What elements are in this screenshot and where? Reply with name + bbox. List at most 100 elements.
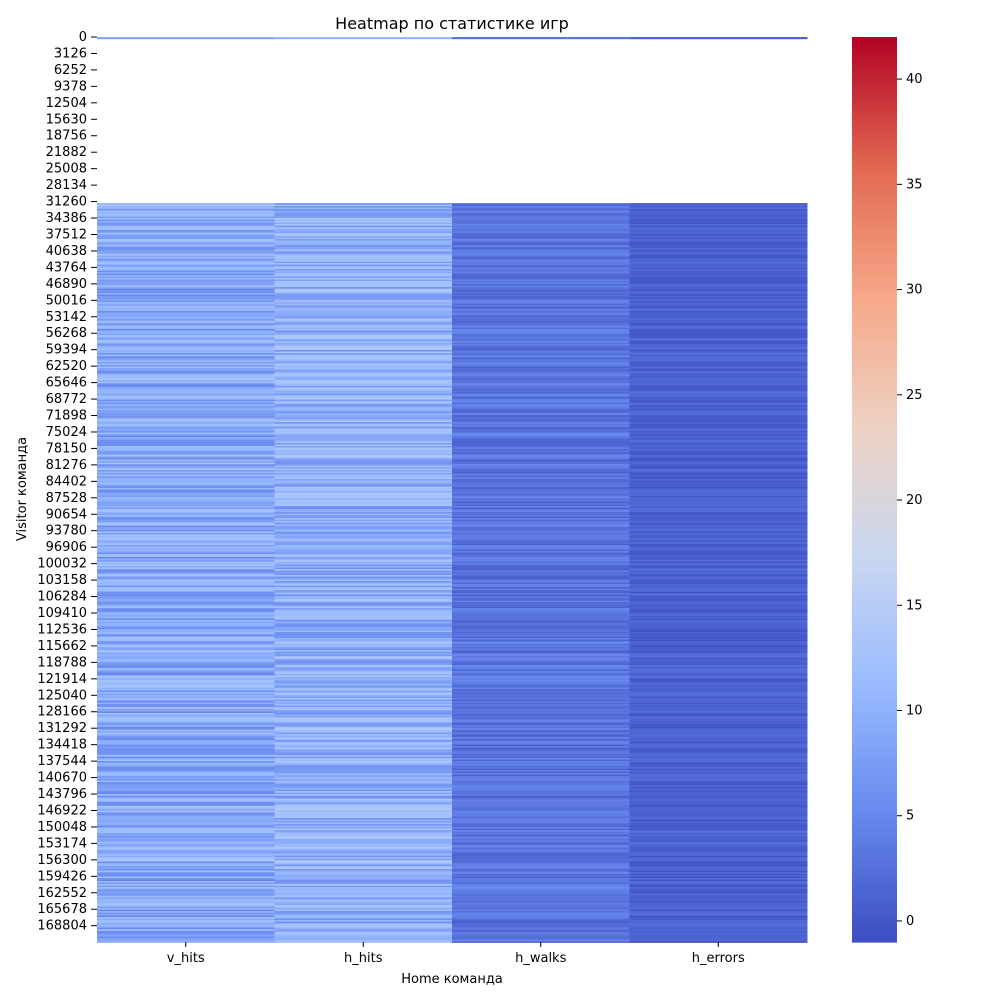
heatmap-cell: [97, 618, 275, 621]
heatmap-cell: [629, 359, 808, 361]
heatmap-cell: [629, 422, 808, 424]
heatmap-cell: [452, 317, 630, 319]
heatmap-cell: [274, 543, 453, 546]
heatmap-cell: [629, 726, 808, 729]
heatmap-cell: [629, 935, 808, 937]
heatmap-cell: [97, 492, 275, 495]
heatmap-cell: [452, 284, 630, 286]
heatmap-cell: [452, 471, 630, 474]
heatmap-cell: [629, 386, 808, 388]
colorbar-segment: [852, 406, 897, 411]
heatmap-cell: [97, 596, 275, 598]
heatmap-cell: [97, 509, 275, 511]
heatmap-cell: [452, 570, 630, 573]
heatmap-cell: [97, 689, 275, 691]
heatmap-cell: [629, 479, 808, 481]
heatmap-cell: [97, 747, 275, 750]
heatmap-cell: [97, 776, 275, 778]
heatmap-cell: [452, 396, 630, 399]
heatmap-cell: [274, 462, 453, 465]
heatmap-cell: [97, 576, 275, 579]
heatmap-cell: [629, 497, 808, 499]
heatmap-cell: [274, 725, 453, 727]
y-tick-label: 75024: [46, 425, 87, 440]
heatmap-cell: [97, 387, 275, 390]
heatmap-cell: [452, 332, 630, 334]
heatmap-cell: [274, 476, 453, 478]
heatmap-cell: [452, 773, 630, 775]
heatmap-cell: [452, 687, 630, 690]
heatmap-cell: [452, 551, 630, 553]
heatmap-cell: [274, 267, 453, 270]
heatmap-cell: [452, 939, 630, 942]
heatmap-cell: [629, 443, 808, 445]
y-tick-label: 140670: [37, 771, 87, 786]
heatmap-cell: [629, 548, 808, 550]
colorbar-segment: [852, 135, 897, 140]
heatmap-cell: [274, 497, 453, 499]
heatmap-cell: [452, 362, 630, 364]
heatmap-cell: [629, 830, 808, 832]
heatmap-cell: [274, 938, 453, 940]
heatmap-cell: [97, 770, 275, 772]
heatmap-cell: [274, 860, 453, 862]
heatmap-cell: [97, 779, 275, 781]
heatmap-cell: [274, 890, 453, 892]
heatmap-cell: [274, 495, 453, 498]
heatmap-cell: [452, 821, 630, 823]
heatmap-cell: [274, 365, 453, 367]
heatmap-cell: [452, 455, 630, 457]
colorbar-segment: [852, 866, 897, 871]
heatmap-cell: [629, 239, 808, 241]
colorbar-segment: [852, 493, 897, 498]
heatmap-cell: [452, 737, 630, 739]
heatmap-cell: [274, 806, 453, 808]
heatmap-cell: [274, 371, 453, 373]
heatmap-cell: [452, 237, 630, 240]
heatmap-cell: [452, 438, 630, 441]
colorbar-segment: [852, 376, 897, 381]
heatmap-cell: [97, 603, 275, 606]
heatmap-cell: [97, 480, 275, 483]
heatmap-cell: [274, 360, 453, 363]
colorbar-segment: [852, 670, 897, 675]
heatmap-cell: [274, 897, 453, 900]
heatmap-cell: [629, 671, 808, 673]
heatmap-cell: [629, 465, 808, 468]
heatmap-cell: [629, 218, 808, 220]
heatmap-cell: [629, 296, 808, 298]
heatmap-cell: [629, 488, 808, 490]
heatmap-cell: [274, 236, 453, 238]
heatmap-cell: [629, 665, 808, 667]
heatmap-cell: [274, 819, 453, 822]
heatmap-cell: [97, 843, 275, 846]
heatmap-cell: [629, 833, 808, 835]
heatmap-cell: [629, 401, 808, 403]
heatmap-cell: [274, 491, 453, 493]
heatmap-cell: [629, 792, 808, 795]
heatmap-cell: [97, 461, 275, 463]
y-tick-label: 90654: [46, 507, 87, 522]
y-tick-label: 100032: [37, 557, 87, 572]
heatmap-cell: [629, 420, 808, 423]
heatmap-cell: [629, 452, 808, 454]
heatmap-cell: [452, 615, 630, 618]
heatmap-cell: [452, 566, 630, 568]
colorbar-segment: [852, 199, 897, 204]
heatmap-cell: [452, 525, 630, 528]
colorbar-segment: [852, 357, 897, 362]
heatmap-cell: [97, 606, 275, 609]
heatmap-cell: [274, 431, 453, 433]
heatmap-cell: [97, 215, 275, 217]
heatmap-cell: [452, 468, 630, 471]
heatmap-cell: [274, 870, 453, 873]
heatmap-cell: [452, 657, 630, 660]
heatmap-cell: [274, 737, 453, 739]
heatmap-cell: [97, 939, 275, 942]
colorbar-segment: [852, 399, 897, 404]
heatmap-cell: [97, 714, 275, 717]
y-tick-label: 106284: [37, 590, 87, 605]
heatmap-cell: [629, 233, 808, 235]
heatmap-cell: [629, 404, 808, 406]
